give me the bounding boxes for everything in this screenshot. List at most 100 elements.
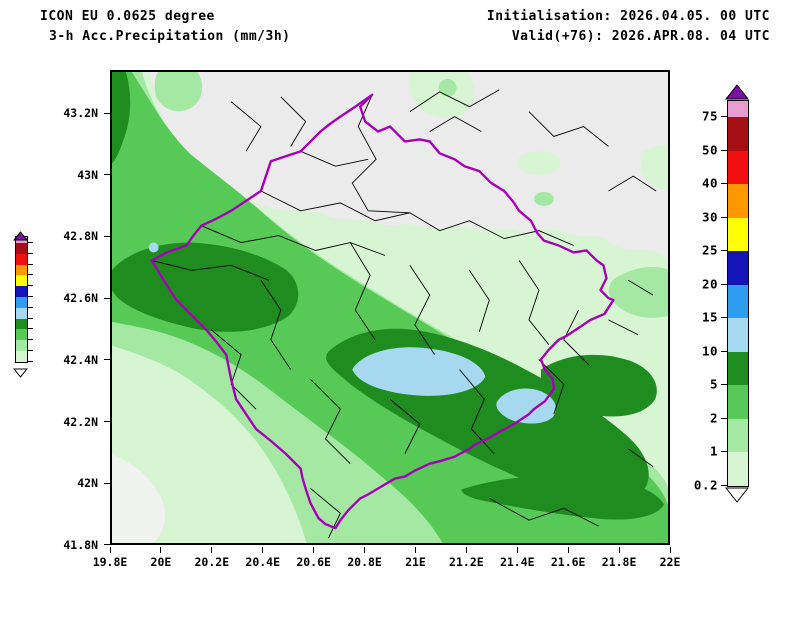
precip-10-15-core — [352, 347, 486, 396]
map-plot — [110, 70, 670, 545]
y-tick-mark — [104, 359, 110, 361]
colorbar-level-label: 75 — [701, 108, 718, 124]
y-tick-label: 42N — [77, 476, 98, 491]
mini-colorbar-bar — [15, 236, 33, 363]
x-tick-label: 19.8E — [92, 555, 128, 569]
under-range-arrow — [724, 487, 750, 503]
x-tick-label: 21.4E — [499, 555, 535, 569]
colorbar-tick — [721, 484, 727, 486]
map-svg — [112, 72, 668, 543]
colorbar-tick — [28, 296, 33, 297]
under-range-arrow-wrap — [724, 487, 750, 507]
colorbar-band — [728, 418, 748, 452]
x-tick-mark — [669, 547, 671, 553]
y-tick-label: 43.2N — [63, 106, 98, 120]
colorbar-bar — [721, 100, 749, 487]
colorbar-band — [16, 340, 27, 351]
precip-1-2-east-patch — [608, 267, 668, 318]
colorbar-tick — [28, 263, 33, 265]
colorbar-level-label: 25 — [701, 242, 718, 258]
x-tick-label: 20.2E — [194, 555, 230, 569]
y-tick-mark — [104, 174, 110, 176]
colorbar-level-label: 50 — [701, 142, 718, 157]
colorbar-tick — [28, 317, 33, 319]
colorbar-tick — [28, 285, 33, 287]
valid-time: Valid(+76): 2026.APR.08. 04 UTC — [511, 29, 770, 44]
colorbar-level-label: 40 — [701, 175, 718, 191]
initialisation-time: Initialisation: 2026.04.05. 00 UTC — [486, 9, 770, 24]
over-range-arrow-wrap — [724, 84, 750, 104]
colorbar-tick — [28, 350, 33, 351]
colorbar-tick — [721, 216, 727, 218]
colorbar-tick — [721, 350, 727, 352]
x-tick-label: 20.4E — [245, 555, 281, 569]
colorbar-tick — [28, 306, 33, 308]
precip-island-east — [517, 151, 561, 176]
x-tick-label: 21E — [405, 555, 426, 569]
colorbar-band — [16, 297, 27, 308]
colorbar-level-label: 0.2 — [693, 477, 718, 492]
country-border-kosovo — [150, 93, 615, 530]
colorbar-level-label: 2 — [709, 410, 718, 425]
y-tick-mark — [104, 297, 110, 299]
colorbar-band — [728, 150, 748, 184]
precip-1-2-spot — [438, 78, 457, 97]
colorbar-band — [16, 286, 27, 297]
colorbar-band — [728, 101, 748, 117]
colorbar-tick — [28, 339, 33, 341]
colorbar-tick — [721, 250, 727, 251]
colorbar-band — [728, 284, 748, 318]
mini-colorbar — [12, 226, 33, 378]
model-title: ICON EU 0.0625 degree — [40, 9, 215, 24]
precip-10-15-east-core — [496, 388, 556, 424]
precip-10-15-west-spot — [148, 242, 159, 253]
colorbar-tick — [721, 149, 727, 151]
colorbar-level-label: 30 — [701, 209, 718, 224]
precip-5-10-left-edge — [112, 72, 131, 164]
colorbar-band — [728, 184, 748, 218]
x-tick-mark — [364, 547, 366, 553]
precip-5-10-east-lobe — [540, 354, 657, 417]
under-range-arrow-wrap — [12, 363, 29, 382]
y-tick-label: 42.2N — [63, 414, 98, 429]
y-axis: 43.2N 43N 42.8N 42.6N 42.4N 42.2N 42N 41.8N — [0, 70, 110, 552]
dry-corner-southwest — [112, 454, 166, 543]
y-tick-label: 43N — [77, 167, 98, 182]
time-block: Initialisation: 2026.04.05. 00 UTC Valid… — [487, 7, 770, 47]
precip-5-10-west-pocket — [112, 242, 299, 332]
colorbar-band — [728, 452, 748, 486]
colorbar-band — [728, 117, 748, 151]
colorbar-band — [16, 243, 27, 254]
colorbar-tick — [721, 283, 727, 285]
product-title: 3-h Acc.Precipitation (mm/3h) — [49, 29, 291, 44]
x-tick-mark — [211, 547, 213, 553]
colorbar-tick — [721, 417, 727, 419]
colorbar-tick — [721, 183, 727, 184]
y-tick-mark — [104, 112, 110, 114]
colorbar-band — [728, 385, 748, 419]
x-axis: 19.8E 20E 20.2E 20.4E 20.6E 20.8E 21E 21.2E 21.4… — [93, 545, 680, 571]
colorbar-band — [16, 264, 27, 276]
x-tick-mark — [109, 547, 111, 553]
precip-island-northeast — [640, 145, 668, 190]
colorbar-level-label: 15 — [701, 309, 718, 325]
colorbar-level-label: 20 — [701, 276, 718, 291]
x-tick-mark — [465, 547, 467, 553]
x-tick-label: 21.8E — [601, 555, 637, 569]
x-tick-label: 21.2E — [449, 555, 484, 569]
x-tick-mark — [262, 547, 264, 553]
colorbar-level-label: 5 — [709, 376, 718, 392]
x-tick-mark — [414, 547, 416, 553]
precip-1-2-north-blob — [154, 72, 203, 112]
x-tick-mark — [567, 547, 569, 553]
y-tick-label: 42.4N — [63, 352, 98, 367]
x-tick-mark — [618, 547, 620, 553]
colorbar-tick — [721, 116, 727, 117]
colorbar-tick — [28, 328, 33, 330]
precip-island-north — [408, 72, 475, 118]
colorbar-band — [728, 251, 748, 285]
x-tick-mark — [516, 547, 518, 553]
colorbar-tick — [28, 252, 33, 254]
x-tick-mark — [313, 547, 315, 553]
